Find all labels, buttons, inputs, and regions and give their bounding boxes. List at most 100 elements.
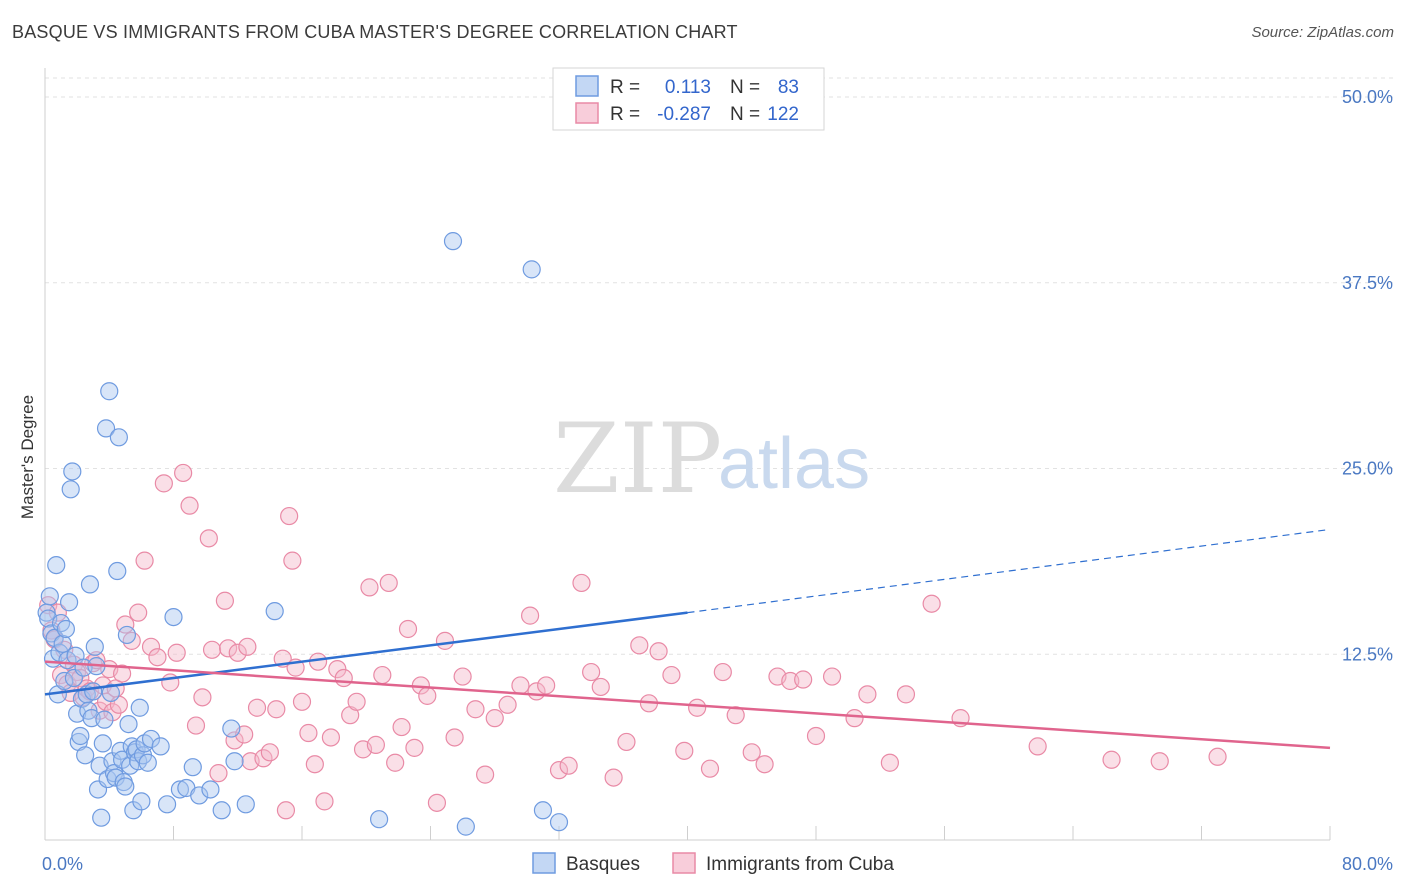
data-point-cuba bbox=[858, 685, 877, 704]
data-point-basques bbox=[61, 480, 80, 499]
data-point-cuba bbox=[379, 573, 398, 593]
data-point-cuba bbox=[328, 660, 347, 679]
data-point-cuba bbox=[845, 709, 864, 728]
legend-r-label: R = bbox=[610, 77, 640, 98]
data-point-cuba bbox=[880, 753, 899, 772]
data-point-cuba bbox=[445, 728, 464, 747]
data-point-cuba bbox=[247, 698, 267, 717]
data-point-cuba bbox=[822, 667, 842, 686]
data-point-cuba bbox=[713, 662, 732, 682]
data-point-basques bbox=[96, 419, 116, 438]
x-tick-label: 80.0% bbox=[1342, 854, 1393, 874]
legend-bottom: Basques Immigrants from Cuba bbox=[532, 852, 894, 875]
data-point-basques bbox=[141, 729, 161, 749]
y-tick-label: 25.0% bbox=[1342, 459, 1393, 479]
data-point-basques bbox=[222, 719, 241, 738]
legend-n-label: N = bbox=[730, 77, 760, 98]
data-point-cuba bbox=[453, 667, 472, 686]
data-point-cuba bbox=[559, 756, 578, 775]
data-point-cuba bbox=[418, 686, 437, 705]
axes-layer bbox=[44, 68, 1331, 841]
data-point-cuba bbox=[305, 755, 324, 774]
watermark: ZIP atlas bbox=[553, 403, 870, 515]
data-point-cuba bbox=[360, 578, 379, 597]
data-point-basques bbox=[92, 808, 111, 827]
data-point-cuba bbox=[617, 732, 636, 752]
data-point-cuba bbox=[1150, 752, 1169, 771]
data-point-basques bbox=[119, 714, 138, 734]
data-point-basques bbox=[47, 555, 66, 575]
data-point-basques bbox=[129, 752, 148, 771]
data-point-basques bbox=[80, 575, 100, 594]
data-point-cuba bbox=[591, 677, 610, 697]
data-point-cuba bbox=[896, 685, 916, 704]
data-point-basques bbox=[370, 810, 389, 829]
data-point-basques bbox=[190, 786, 209, 805]
data-point-basques bbox=[117, 625, 137, 645]
data-point-cuba bbox=[219, 639, 238, 658]
data-point-basques bbox=[53, 634, 72, 653]
data-point-cuba bbox=[537, 676, 556, 695]
data-point-cuba bbox=[1208, 747, 1227, 766]
data-point-cuba bbox=[186, 716, 206, 735]
data-point-cuba bbox=[726, 706, 745, 725]
data-point-basques bbox=[265, 602, 284, 621]
legend-swatch-cuba bbox=[575, 102, 599, 124]
data-point-cuba bbox=[280, 506, 299, 526]
data-point-cuba bbox=[283, 551, 302, 570]
data-point-basques bbox=[533, 801, 553, 820]
data-point-cuba bbox=[549, 761, 569, 780]
data-point-basques bbox=[85, 637, 104, 656]
data-point-basques bbox=[51, 613, 71, 633]
data-point-cuba bbox=[392, 717, 411, 737]
legend-bottom-label-basques: Basques bbox=[566, 854, 640, 875]
data-point-basques bbox=[151, 737, 170, 756]
data-point-basques bbox=[201, 780, 220, 799]
data-point-basques bbox=[130, 698, 149, 717]
source-label: Source: ZipAtlas.com bbox=[1251, 24, 1394, 41]
data-point-cuba bbox=[209, 764, 228, 783]
data-point-cuba bbox=[238, 637, 257, 656]
data-point-cuba bbox=[649, 642, 668, 661]
legend-bottom-swatch-cuba bbox=[672, 852, 696, 874]
data-point-cuba bbox=[174, 463, 193, 483]
data-point-cuba bbox=[662, 665, 681, 685]
data-point-basques bbox=[443, 232, 463, 251]
data-point-cuba bbox=[498, 695, 517, 714]
points-immigrants-from-cuba bbox=[39, 463, 1227, 820]
x-tick-label: 0.0% bbox=[42, 854, 83, 874]
data-point-basques bbox=[40, 587, 59, 606]
data-point-basques bbox=[108, 561, 127, 581]
data-point-cuba bbox=[299, 723, 318, 743]
data-point-basques bbox=[157, 795, 177, 814]
watermark-atlas: atlas bbox=[718, 424, 870, 504]
data-point-cuba bbox=[405, 738, 424, 757]
legend-bottom-label-cuba: Immigrants from Cuba bbox=[706, 854, 894, 875]
data-point-basques bbox=[549, 813, 569, 832]
data-point-cuba bbox=[604, 768, 623, 787]
data-point-cuba bbox=[476, 765, 495, 784]
points-basques bbox=[37, 232, 569, 836]
data-point-cuba bbox=[582, 662, 601, 682]
data-point-cuba bbox=[922, 594, 941, 613]
data-point-cuba bbox=[386, 753, 405, 772]
data-point-cuba bbox=[260, 743, 279, 762]
data-point-cuba bbox=[267, 700, 286, 719]
data-point-cuba bbox=[485, 709, 504, 728]
data-point-basques bbox=[109, 428, 128, 447]
data-point-basques bbox=[116, 777, 135, 796]
tick-labels: 12.5% 25.0% 37.5% 50.0% 0.0% 80.0% bbox=[42, 87, 1393, 874]
data-point-cuba bbox=[122, 631, 141, 650]
watermark-zip: ZIP bbox=[553, 403, 722, 515]
data-point-basques bbox=[183, 758, 202, 777]
data-point-basques bbox=[522, 260, 541, 279]
data-point-cuba bbox=[135, 551, 154, 570]
legend-r-value: -0.287 bbox=[657, 104, 711, 125]
data-point-basques bbox=[225, 752, 244, 771]
data-point-basques bbox=[76, 746, 95, 765]
data-point-basques bbox=[63, 462, 82, 481]
data-point-basques bbox=[100, 382, 119, 401]
data-point-cuba bbox=[347, 692, 366, 711]
data-point-cuba bbox=[321, 728, 341, 747]
data-point-cuba bbox=[215, 591, 234, 610]
